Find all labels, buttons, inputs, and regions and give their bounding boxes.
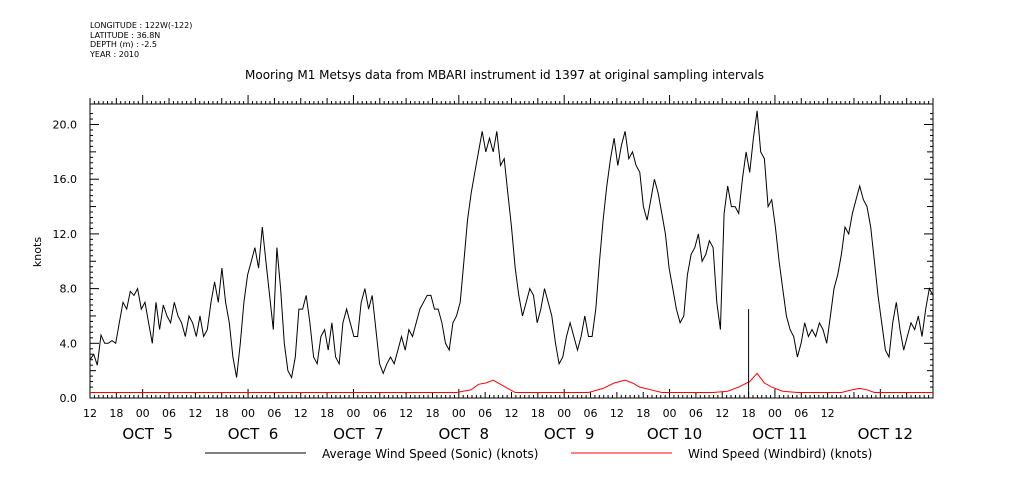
y-tick-label: 16.0 (53, 173, 78, 186)
x-ticks (89, 95, 934, 398)
depth-label: DEPTH (m) : -2.5 (90, 40, 157, 49)
y-tick-label: 4.0 (60, 337, 78, 350)
x-hour-label: 06 (689, 407, 703, 420)
y-axis-label: knots (31, 237, 44, 267)
x-hour-label: 06 (162, 407, 176, 420)
x-hour-label: 12 (83, 407, 97, 420)
x-hour-label: 18 (636, 407, 650, 420)
x-hour-label: 12 (399, 407, 413, 420)
y-tick-labels: 0.0 4.0 8.0 12.0 16.0 20.0 (53, 119, 78, 405)
x-day-label: OCT 5 (122, 425, 173, 443)
x-day-label: OCT 6 (228, 425, 279, 443)
x-hour-label: 18 (109, 407, 123, 420)
x-hour-label: 12 (188, 407, 202, 420)
chart-title: Mooring M1 Metsys data from MBARI instru… (245, 68, 764, 82)
x-hour-label: 00 (136, 407, 150, 420)
x-hour-label: 18 (425, 407, 439, 420)
y-tick-label: 12.0 (53, 228, 78, 241)
x-hour-label: 00 (346, 407, 360, 420)
x-day-label: OCT 10 (647, 425, 702, 443)
x-hour-label: 00 (452, 407, 466, 420)
x-hour-label: 00 (663, 407, 677, 420)
x-hour-label: 06 (794, 407, 808, 420)
latitude-label: LATITUDE : 36.8N (90, 30, 161, 40)
x-hour-label: 12 (715, 407, 729, 420)
x-day-labels: OCT 5 OCT 6 OCT 7 OCT 8 OCT 9 OCT 10 OCT 11 OCT… (122, 425, 913, 443)
y-ticks (90, 113, 933, 399)
x-hour-label: 18 (531, 407, 545, 420)
metadata-block: LONGITUDE : 122W(-122) LATITUDE : 36.8N … (90, 21, 192, 59)
x-hour-label: 18 (742, 407, 756, 420)
longitude-label: LONGITUDE : 122W(-122) (90, 21, 193, 30)
y-tick-label: 8.0 (60, 283, 78, 296)
x-hour-label: 12 (505, 407, 519, 420)
x-hour-label: 12 (821, 407, 835, 420)
x-hour-label: 18 (320, 407, 334, 420)
x-day-label: OCT 8 (439, 425, 490, 443)
x-hour-label: 06 (584, 407, 598, 420)
x-hour-label: 12 (294, 407, 308, 420)
series-windbird-line (90, 372, 933, 393)
x-hour-label: 06 (373, 407, 387, 420)
x-hour-label: 06 (267, 407, 281, 420)
x-hour-label: 00 (557, 407, 571, 420)
y-tick-label: 20.0 (53, 119, 78, 132)
x-hour-label: 00 (768, 407, 782, 420)
x-day-label: OCT 12 (858, 425, 913, 443)
y-tick-label: 0.0 (60, 392, 78, 405)
x-day-label: OCT 11 (752, 425, 807, 443)
x-hour-label: 00 (241, 407, 255, 420)
x-hour-label: 18 (215, 407, 229, 420)
plot-frame (89, 103, 934, 399)
series-sonic-line (89, 110, 934, 379)
x-hour-label: 06 (478, 407, 492, 420)
legend-label-sonic: Average Wind Speed (Sonic) (knots) (322, 447, 538, 461)
year-label: YEAR : 2010 (90, 49, 140, 59)
legend-label-windbird: Wind Speed (Windbird) (knots) (688, 447, 872, 461)
x-hour-label: 12 (610, 407, 624, 420)
x-hour-labels: 12 18 00 06 12 18 00 06 12 18 00 06 12 18 00 06 12 18 00 06… (83, 407, 835, 420)
x-day-label: OCT 7 (333, 425, 384, 443)
x-day-label: OCT 9 (544, 425, 595, 443)
